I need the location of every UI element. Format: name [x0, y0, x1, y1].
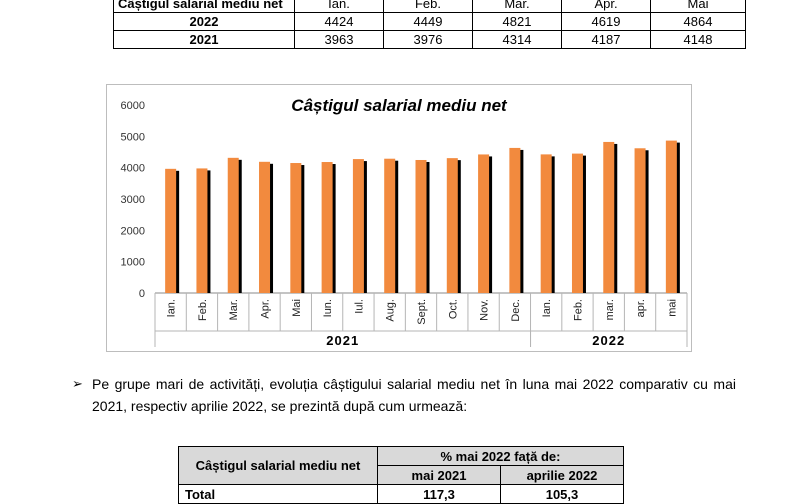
table-cell: 4148: [650, 30, 746, 49]
bar-chart: Câștigul salarial mediu net 0 1000 2000 3000…: [121, 96, 688, 348]
bar: [478, 154, 490, 293]
x-tick-label: Feb.: [572, 299, 584, 321]
table-row: mai 2021 aprilie 2022: [179, 465, 624, 485]
bar: [665, 140, 677, 293]
y-tick-label: 0: [139, 288, 145, 300]
bar: [290, 163, 302, 293]
col-header: aprilie 2022: [500, 465, 624, 485]
x-tick-label: Nov.: [479, 299, 491, 321]
group-header: % mai 2022 față de:: [377, 446, 624, 466]
x-tick-label: Dec.: [510, 299, 522, 322]
x-tick-label: Ian.: [541, 299, 553, 317]
bar: [196, 168, 208, 293]
bar: [603, 141, 615, 293]
col-header: mai 2021: [377, 465, 501, 485]
bar: [446, 158, 458, 293]
month-header: Mar.: [472, 0, 562, 13]
bar: [634, 148, 646, 293]
bar: [415, 159, 427, 293]
x-tick-label: apr.: [635, 299, 647, 317]
y-tick-label: 5000: [121, 131, 145, 143]
total-label: Total: [178, 484, 378, 504]
table-cell: 4187: [561, 30, 651, 49]
group-label: 2022: [592, 333, 625, 348]
y-tick-label: 1000: [121, 257, 145, 269]
x-tick-label: Iul.: [353, 299, 365, 314]
x-tick-label: Aug.: [385, 299, 397, 322]
table-row: 2022 4424 4449 4821 4619 4864: [113, 12, 746, 31]
bottom-table: Câștigul salarial mediu net % mai 2022 f…: [178, 446, 624, 504]
table-cell: 117,3: [377, 484, 501, 504]
x-tick-label: Sept.: [416, 299, 428, 325]
table-row: Total 117,3 105,3: [178, 484, 624, 504]
month-header: Mai: [650, 0, 746, 13]
bar: [165, 168, 177, 293]
bar: [227, 157, 239, 293]
bar: [571, 153, 583, 293]
chart-title: Câștigul salarial mediu net: [291, 96, 508, 115]
table-cell: 4619: [561, 12, 651, 31]
top-table: Câștigul salarial mediu net Ian. Feb. Ma…: [113, 0, 746, 49]
chart-frame: Câștigul salarial mediu net 0 1000 2000 3000…: [106, 84, 692, 352]
x-tick-label: Feb.: [197, 299, 209, 321]
table-cell: 105,3: [500, 484, 624, 504]
bar: [321, 162, 333, 293]
table-cell: 4424: [294, 12, 384, 31]
paragraph: ➢ Pe grupe mari de activități, evoluția …: [72, 373, 736, 417]
year-label: 2022: [113, 12, 295, 31]
table-cell: 4314: [472, 30, 562, 49]
y-tick-label: 2000: [121, 225, 145, 237]
month-header: Ian.: [294, 0, 384, 13]
x-tick-label: mar.: [604, 299, 616, 320]
row-header: Câștigul salarial mediu net: [178, 446, 378, 485]
x-tick-label: Mar.: [228, 299, 240, 320]
bar: [540, 154, 552, 293]
y-tick-label: 6000: [121, 100, 145, 112]
table-row: Câștigul salarial mediu net Ian. Feb. Ma…: [113, 0, 746, 13]
x-tick-label: Apr.: [260, 299, 272, 319]
table-cell: 4864: [650, 12, 746, 31]
table-row: 2021 3963 3976 4314 4187 4148: [113, 30, 746, 49]
table-cell: 4821: [472, 12, 562, 31]
table-row: Câștigul salarial mediu net % mai 2022 f…: [178, 446, 624, 485]
bar: [352, 159, 364, 293]
x-tick-label: Ian.: [166, 299, 178, 317]
month-header: Feb.: [383, 0, 473, 13]
year-label: 2021: [113, 30, 295, 49]
month-header: Apr.: [561, 0, 651, 13]
y-tick-label: 4000: [121, 163, 145, 175]
table-cell: 3963: [294, 30, 384, 49]
x-tick-label: mai: [666, 299, 678, 317]
table-cell: 3976: [383, 30, 473, 49]
y-tick-label: 3000: [121, 194, 145, 206]
bar: [259, 161, 271, 293]
paragraph-text: Pe grupe mari de activități, evoluția câ…: [92, 376, 736, 414]
group-label: 2021: [326, 333, 359, 348]
bar: [509, 147, 521, 293]
x-tick-label: Oct.: [447, 299, 459, 319]
x-tick-label: Mai: [291, 299, 303, 317]
table-cell: 4449: [383, 12, 473, 31]
bullet-icon: ➢: [72, 376, 83, 391]
x-tick-label: Iun.: [322, 299, 334, 317]
table-header-label: Câștigul salarial mediu net: [113, 0, 295, 13]
bar: [384, 158, 396, 293]
